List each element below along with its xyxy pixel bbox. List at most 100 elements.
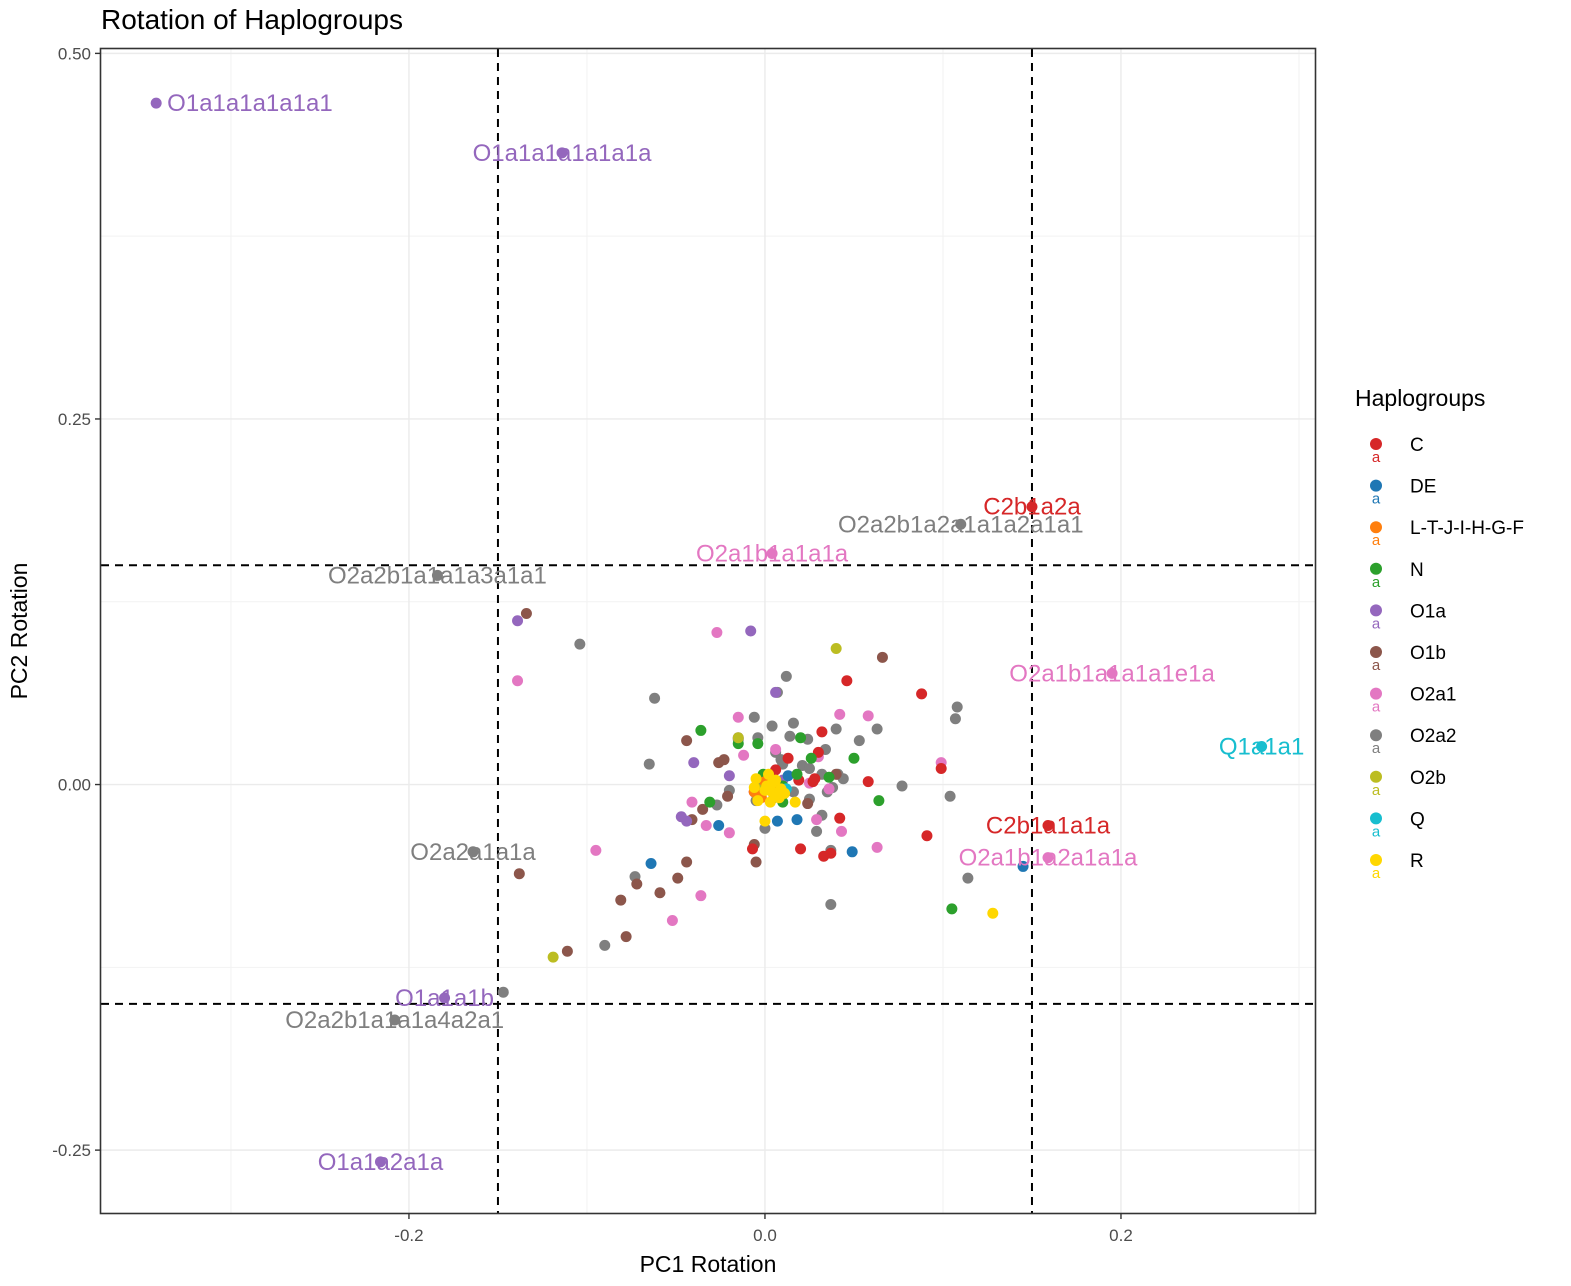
data-point: [761, 780, 773, 792]
data-point: [811, 825, 823, 837]
data-point: [921, 830, 933, 842]
legend-label: O2a2: [1410, 726, 1456, 747]
data-point: [1026, 501, 1038, 513]
data-point: [513, 868, 525, 880]
data-point: [666, 915, 678, 927]
legend-swatch: [1370, 770, 1382, 783]
legend-item: a O1a: [1370, 601, 1446, 632]
legend-swatch: [1370, 479, 1382, 492]
data-point: [809, 773, 821, 785]
data-point: [431, 569, 443, 581]
legend-swatch: [1370, 646, 1382, 658]
legend-swatch: [1370, 854, 1382, 866]
legend-item: aC: [1370, 435, 1424, 466]
legend-swatch: [1370, 521, 1382, 534]
data-point: [615, 894, 627, 906]
data-point: [853, 735, 865, 747]
legend-key-glyph: a: [1372, 782, 1381, 799]
data-point: [830, 723, 842, 735]
legend-item: a O2a1: [1370, 685, 1456, 716]
point-label: Q1a1a1: [1219, 734, 1304, 761]
legend-label: O1b: [1410, 643, 1446, 664]
data-point: [389, 1014, 401, 1026]
data-point: [805, 752, 817, 764]
data-point: [467, 846, 479, 858]
y-axis-title: PC2 Rotation: [6, 563, 32, 700]
legend-swatch: [1370, 812, 1382, 825]
legend-item: a DE: [1370, 477, 1436, 508]
legend-key-glyph: a: [1372, 740, 1381, 757]
legend-key-glyph: a: [1372, 574, 1381, 591]
legend-label: O2a1: [1410, 685, 1456, 706]
data-point: [825, 898, 837, 910]
data-point: [791, 814, 803, 826]
data-point: [497, 986, 509, 998]
legend-item: a L-T-J-I-H-G-F: [1370, 518, 1524, 549]
legend-label: R: [1410, 851, 1424, 872]
legend-item: aR: [1370, 851, 1424, 882]
data-point: [766, 547, 778, 559]
data-point: [896, 780, 908, 792]
data-point: [732, 711, 744, 723]
data-point: [862, 710, 874, 722]
point-label: O2a1b1a2a1a1a: [959, 845, 1138, 872]
data-point: [722, 790, 734, 802]
x-axis: -0.2 0.0 0.2: [394, 1213, 1133, 1245]
data-point: [547, 951, 559, 963]
data-point: [520, 607, 532, 619]
data-point: [561, 945, 573, 957]
point-label: O1a1a1a1a1a1: [167, 90, 333, 117]
data-point: [713, 819, 725, 831]
data-point: [764, 796, 776, 808]
data-point: [823, 771, 835, 783]
data-point: [556, 147, 568, 159]
data-point: [834, 812, 846, 824]
data-point: [816, 726, 828, 738]
data-point: [916, 688, 928, 700]
data-point: [631, 878, 643, 890]
data-point: [643, 758, 655, 770]
legend-label: L-T-J-I-H-G-F: [1410, 518, 1524, 539]
data-point: [723, 827, 735, 839]
threshold-lines: [101, 49, 1315, 1213]
data-point: [795, 732, 807, 744]
data-point: [873, 795, 885, 807]
data-point: [590, 844, 602, 856]
x-tick-label: -0.2: [394, 1226, 423, 1245]
x-axis-title: PC1 Rotation: [640, 1251, 777, 1277]
data-point: [1042, 852, 1054, 864]
data-point: [695, 890, 707, 902]
data-point: [620, 931, 632, 943]
data-point: [955, 518, 967, 530]
y-tick-label: 0.00: [58, 776, 91, 795]
legend-label: O1a: [1410, 601, 1446, 622]
legend-key-glyph: a: [1372, 449, 1381, 466]
data-point: [759, 815, 771, 827]
data-point: [987, 907, 999, 919]
legend-item: a O2a2: [1370, 726, 1456, 757]
data-point: [946, 903, 958, 915]
legend-swatch: [1370, 562, 1382, 575]
point-label: O2a2b1a2a1a1a2a1a1: [838, 511, 1084, 538]
data-point: [512, 615, 524, 627]
data-point: [1042, 819, 1054, 831]
legend-swatch: [1370, 729, 1382, 742]
data-point: [787, 717, 799, 729]
data-point: [836, 825, 848, 837]
data-point: [695, 724, 707, 736]
x-tick-label: 0.0: [753, 1226, 777, 1245]
data-point: [439, 992, 451, 1004]
data-point: [645, 858, 657, 870]
data-points: [150, 97, 1268, 1168]
data-point: [654, 887, 666, 899]
data-point: [763, 768, 775, 780]
point-label: O1a1a1b: [395, 985, 494, 1012]
data-point: [748, 711, 760, 723]
data-point: [718, 754, 730, 766]
data-point: [830, 643, 842, 655]
point-label: C2b1a2a: [983, 494, 1081, 521]
data-point: [1106, 667, 1118, 679]
data-point: [1256, 741, 1268, 753]
data-point: [848, 752, 860, 764]
data-point: [649, 692, 661, 704]
